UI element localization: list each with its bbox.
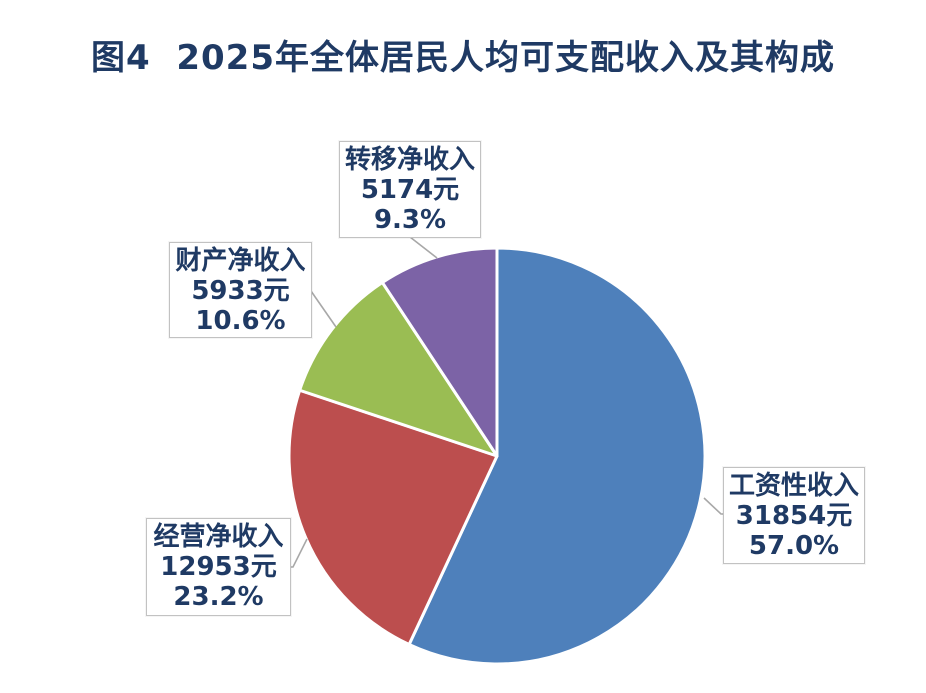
- callout-transfer-percent: 9.3%: [373, 205, 447, 235]
- callout-transfer-value: 5174元: [360, 175, 460, 205]
- callout-business-percent: 23.2%: [173, 582, 264, 612]
- pie-slice-2: [287, 388, 499, 647]
- leader-line-business-income: [289, 538, 308, 568]
- callout-property-label: 财产净收入: [175, 246, 306, 276]
- callout-property-income: 财产净收入 5933元 10.6%: [169, 242, 312, 338]
- pie-slice-4: [380, 246, 499, 458]
- pie-slices: [287, 246, 707, 666]
- pie-slice-3: [298, 280, 499, 458]
- chart-title: 图4 2025年全体居民人均可支配收入及其构成: [91, 38, 835, 78]
- callout-wage-percent: 57.0%: [748, 531, 840, 561]
- callout-wage-income: 工资性收入 31854元 57.0%: [723, 467, 865, 564]
- pie-slice-1: [407, 246, 707, 666]
- callout-wage-label: 工资性收入: [728, 471, 859, 501]
- leader-line-property-income: [310, 290, 337, 328]
- callout-property-value: 5933元: [191, 276, 290, 306]
- callout-transfer-label: 转移净收入: [344, 145, 475, 175]
- callout-transfer-income: 转移净收入 5174元 9.3%: [339, 141, 481, 238]
- callout-property-percent: 10.6%: [195, 306, 286, 336]
- leader-line-transfer-income: [409, 236, 438, 259]
- callout-business-label: 经营净收入: [153, 522, 284, 552]
- leader-line-wage-income: [703, 497, 724, 515]
- callout-business-value: 12953元: [160, 552, 277, 582]
- callout-wage-value: 31854元: [735, 501, 853, 531]
- callout-business-income: 经营净收入 12953元 23.2%: [146, 518, 291, 616]
